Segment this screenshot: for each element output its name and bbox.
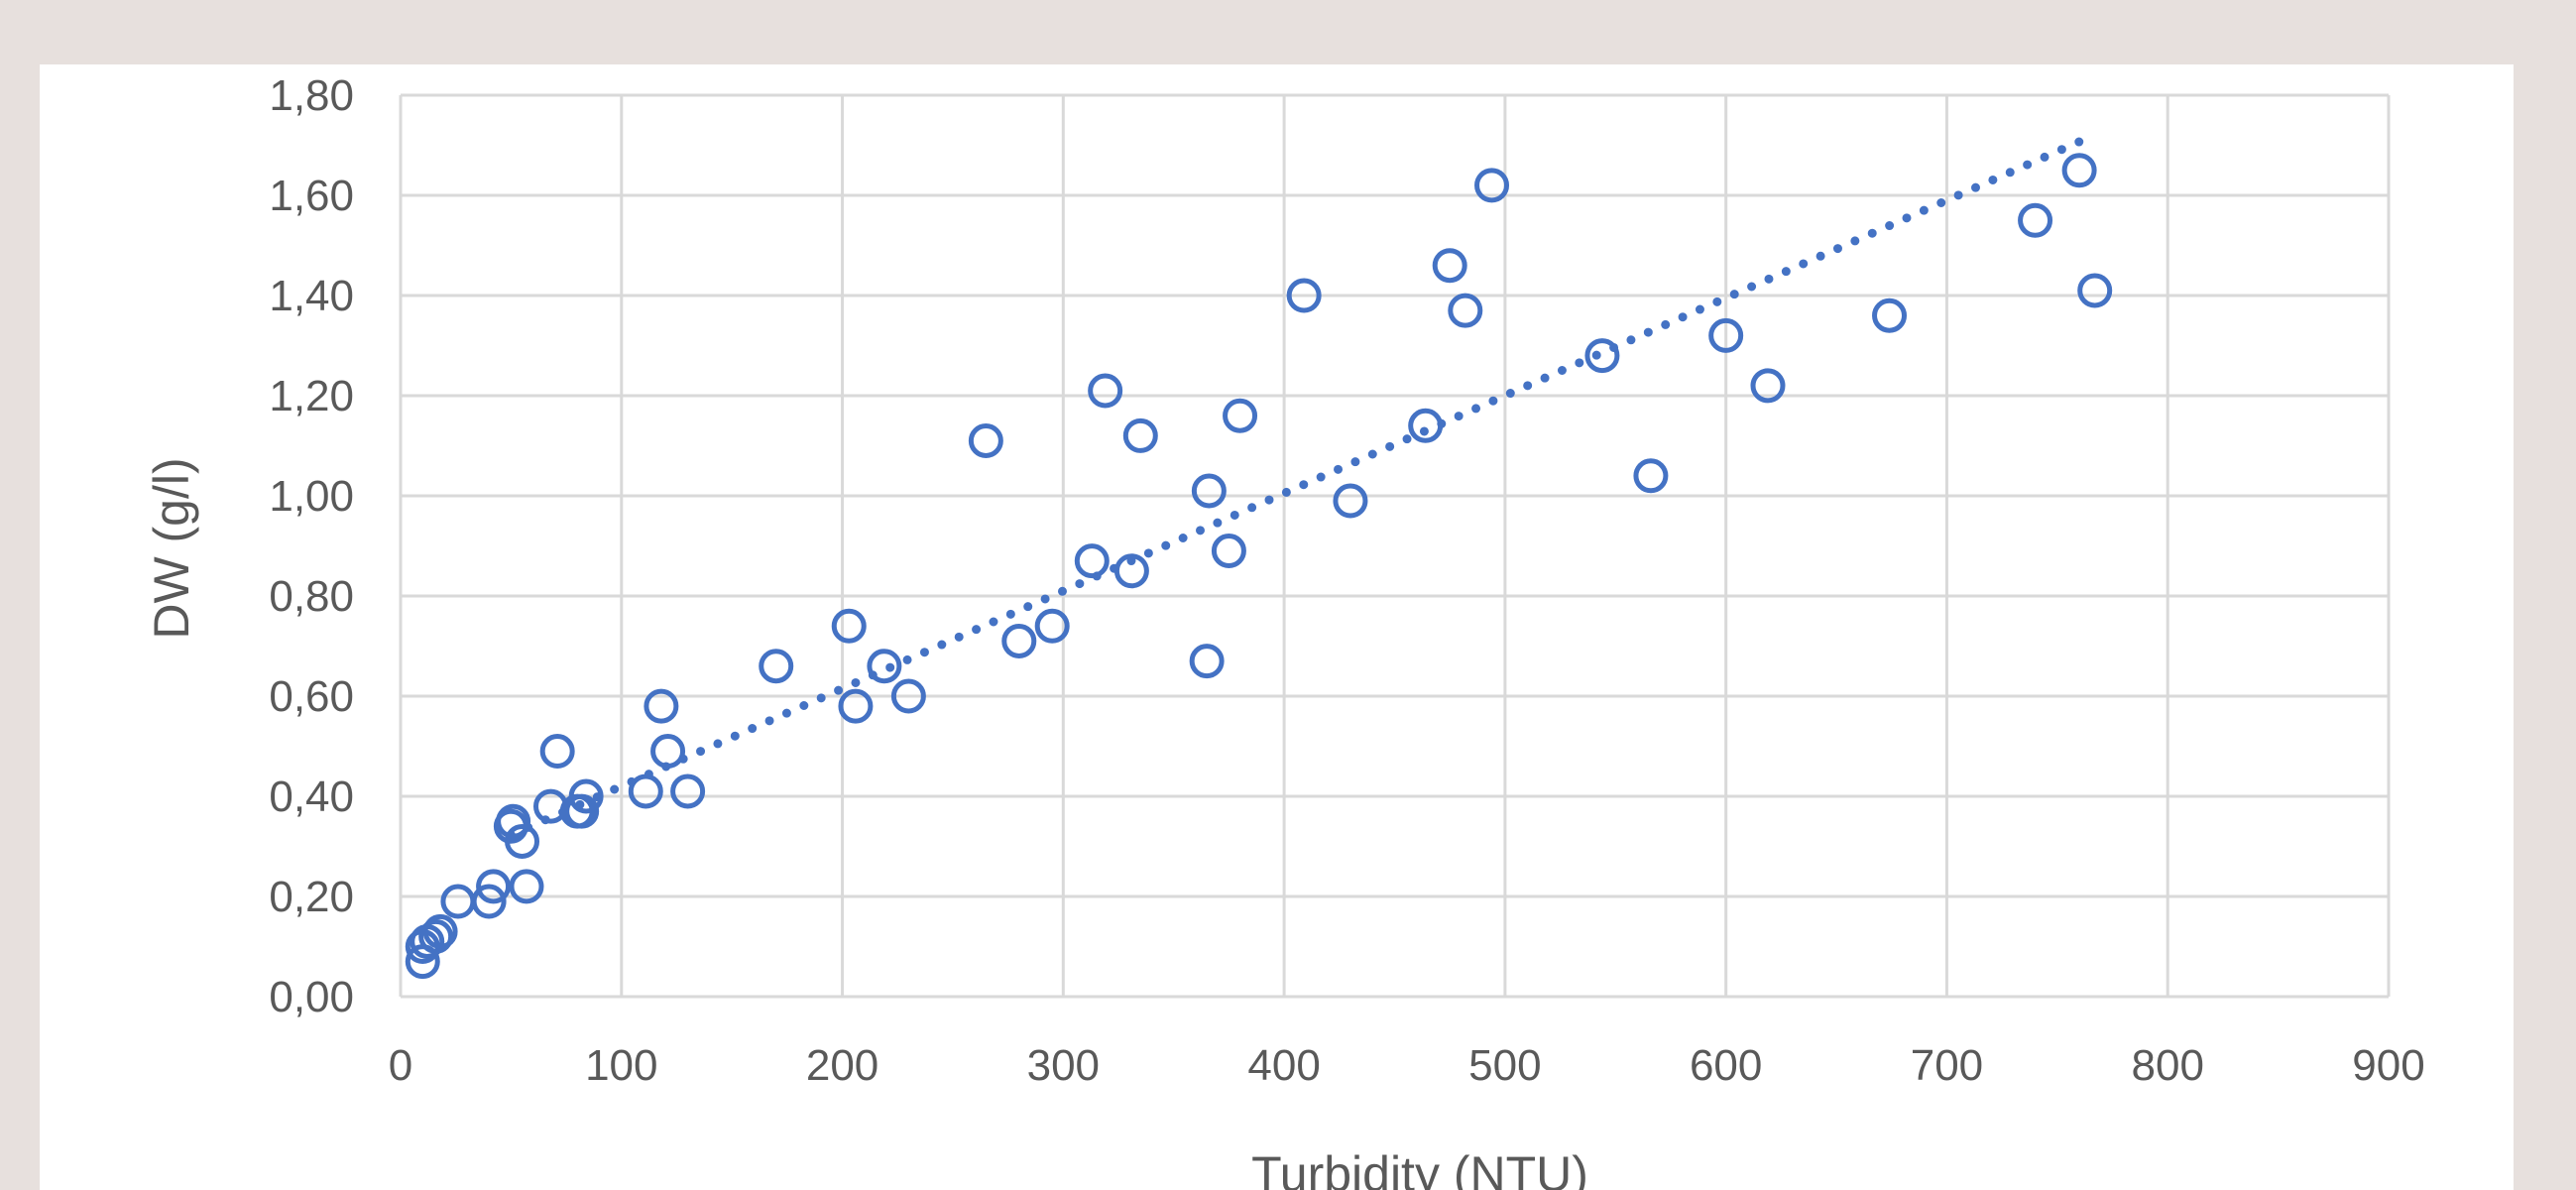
data-point bbox=[1872, 298, 1908, 333]
data-point bbox=[476, 869, 512, 904]
data-point bbox=[418, 918, 454, 954]
data-point bbox=[1474, 168, 1510, 203]
data-point bbox=[568, 778, 604, 814]
data-point bbox=[650, 734, 686, 770]
data-point bbox=[1408, 408, 1444, 443]
x-tick-label: 300 bbox=[1027, 1041, 1100, 1090]
chart-background bbox=[40, 64, 2514, 1190]
y-tick-label: 0,40 bbox=[269, 773, 354, 821]
data-point bbox=[1001, 623, 1037, 658]
y-tick-label: 1,20 bbox=[269, 372, 354, 420]
x-tick-label: 900 bbox=[2352, 1041, 2424, 1090]
data-point bbox=[539, 734, 575, 770]
data-point bbox=[1584, 338, 1620, 374]
data-point bbox=[1074, 543, 1110, 579]
data-point bbox=[1448, 293, 1483, 328]
data-point bbox=[1750, 368, 1786, 404]
data-point bbox=[968, 422, 1003, 458]
x-tick-label: 0 bbox=[389, 1041, 412, 1090]
data-point bbox=[1633, 458, 1669, 494]
x-tick-label: 800 bbox=[2132, 1041, 2204, 1090]
y-tick-label: 1,00 bbox=[269, 472, 354, 521]
trendline bbox=[506, 137, 2084, 840]
data-point bbox=[471, 884, 507, 919]
x-axis-ticks: 0 100 200 300 400 500 600 700 800 900 bbox=[389, 1041, 2425, 1090]
data-point bbox=[422, 913, 458, 949]
data-point bbox=[1333, 483, 1368, 519]
gridlines bbox=[399, 93, 2391, 999]
data-point bbox=[1113, 553, 1149, 589]
x-tick-label: 100 bbox=[585, 1041, 657, 1090]
data-point bbox=[564, 793, 600, 829]
data-point bbox=[1191, 473, 1227, 509]
y-tick-label: 0,80 bbox=[269, 572, 354, 621]
x-tick-label: 600 bbox=[1690, 1041, 1762, 1090]
x-axis-title: Turbidity (NTU) bbox=[1251, 1146, 1588, 1190]
data-point bbox=[1223, 398, 1258, 433]
data-point bbox=[759, 649, 794, 684]
y-tick-label: 0,60 bbox=[269, 672, 354, 721]
y-axis-ticks: 0,00 0,20 0,40 0,60 0,80 1,00 1,20 1,40 1,60 1,80 bbox=[269, 71, 354, 1021]
data-point bbox=[628, 774, 663, 809]
data-point bbox=[1211, 534, 1246, 569]
y-tick-label: 1,40 bbox=[269, 272, 354, 320]
data-point bbox=[1432, 248, 1467, 284]
x-tick-label: 700 bbox=[1911, 1041, 1983, 1090]
x-tick-label: 400 bbox=[1247, 1041, 1320, 1090]
data-point bbox=[1034, 608, 1070, 644]
x-tick-label: 200 bbox=[806, 1041, 878, 1090]
data-point bbox=[644, 688, 679, 724]
data-point bbox=[2061, 153, 2097, 188]
data-point bbox=[867, 649, 902, 684]
data-point bbox=[670, 774, 706, 809]
data-point bbox=[2077, 273, 2113, 308]
y-tick-label: 1,80 bbox=[269, 71, 354, 120]
data-point bbox=[890, 678, 926, 714]
data-point bbox=[1122, 417, 1158, 453]
data-point bbox=[1708, 317, 1744, 353]
data-points bbox=[405, 153, 2113, 980]
data-point bbox=[2018, 202, 2053, 238]
data-point bbox=[838, 688, 874, 724]
data-point bbox=[1189, 644, 1225, 679]
trendline-group bbox=[506, 137, 2084, 840]
data-point bbox=[1286, 278, 1322, 313]
data-point bbox=[1088, 373, 1123, 409]
y-tick-label: 0,00 bbox=[269, 973, 354, 1021]
y-axis-title: DW (g/l) bbox=[144, 457, 199, 639]
y-tick-label: 1,60 bbox=[269, 172, 354, 220]
data-point bbox=[831, 608, 867, 644]
data-point bbox=[509, 869, 544, 904]
x-tick-label: 500 bbox=[1468, 1041, 1541, 1090]
data-point bbox=[496, 803, 531, 839]
data-point bbox=[505, 823, 540, 859]
y-tick-label: 0,20 bbox=[269, 873, 354, 921]
